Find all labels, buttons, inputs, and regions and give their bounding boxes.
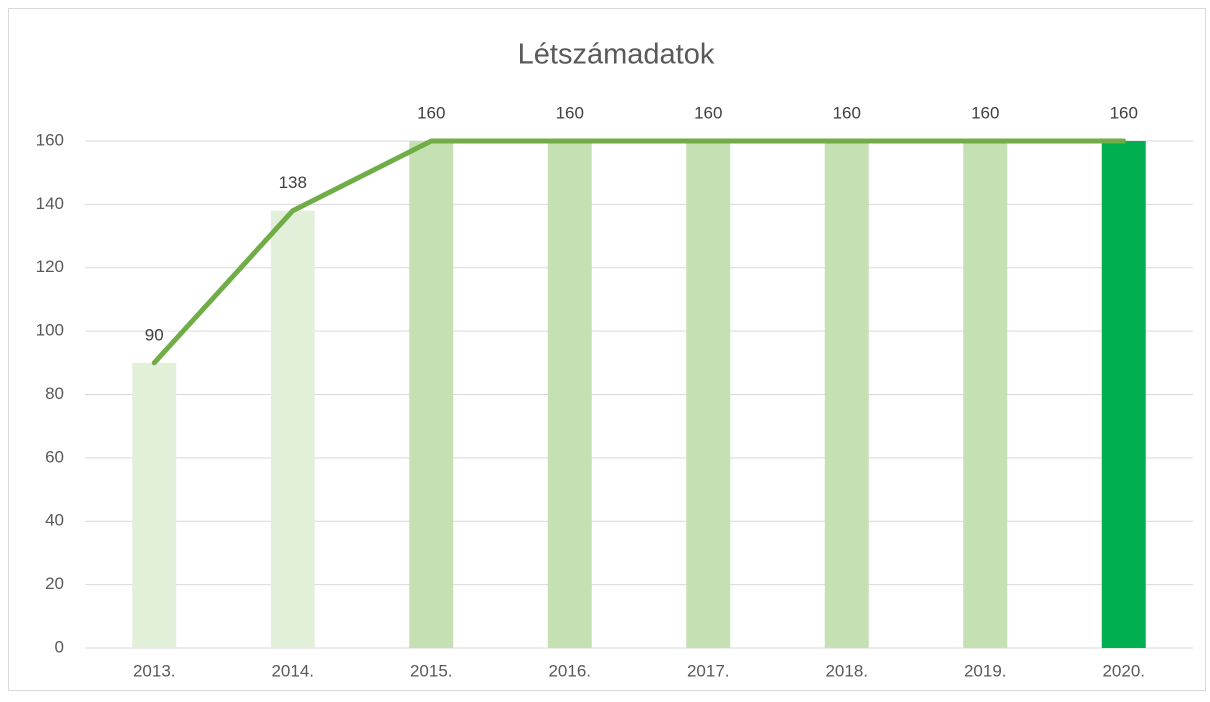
bar: [409, 141, 454, 648]
data-label: 160: [1110, 103, 1138, 122]
data-label: 160: [417, 103, 445, 122]
x-tick-label: 2017.: [687, 661, 730, 680]
line: [151, 138, 1127, 366]
x-tick-label: 2019.: [964, 661, 1007, 680]
y-tick-label: 20: [45, 574, 64, 593]
bar: [132, 362, 177, 648]
y-tick-label: 160: [36, 130, 64, 149]
data-label: 160: [833, 103, 861, 122]
bar: [1101, 141, 1146, 648]
bar: [963, 141, 1008, 648]
x-tick-label: 2013.: [133, 661, 176, 680]
data-label: 160: [694, 103, 722, 122]
x-tick-label: 2014.: [271, 661, 314, 680]
y-tick-label: 80: [45, 384, 64, 403]
data-label: 90: [145, 325, 164, 344]
x-tick-label: 2020.: [1102, 661, 1145, 680]
data-label: 160: [556, 103, 584, 122]
y-tick-label: 0: [55, 637, 64, 656]
y-tick-label: 60: [45, 447, 64, 466]
y-tick-label: 100: [36, 321, 64, 340]
bar: [824, 141, 869, 648]
y-tick-label: 40: [45, 511, 64, 530]
chart-title: Létszámadatok: [518, 39, 715, 71]
bar: [270, 210, 315, 648]
x-tick-label: 2016.: [548, 661, 591, 680]
chart-border: [8, 8, 1206, 691]
y-tick-label: 120: [36, 257, 64, 276]
data-label: 138: [279, 173, 307, 192]
bar: [686, 141, 731, 648]
x-tick-label: 2018.: [825, 661, 868, 680]
data-label: 160: [971, 103, 999, 122]
y-tick-label: 140: [36, 194, 64, 213]
bar: [547, 141, 592, 648]
x-tick-label: 2015.: [410, 661, 453, 680]
